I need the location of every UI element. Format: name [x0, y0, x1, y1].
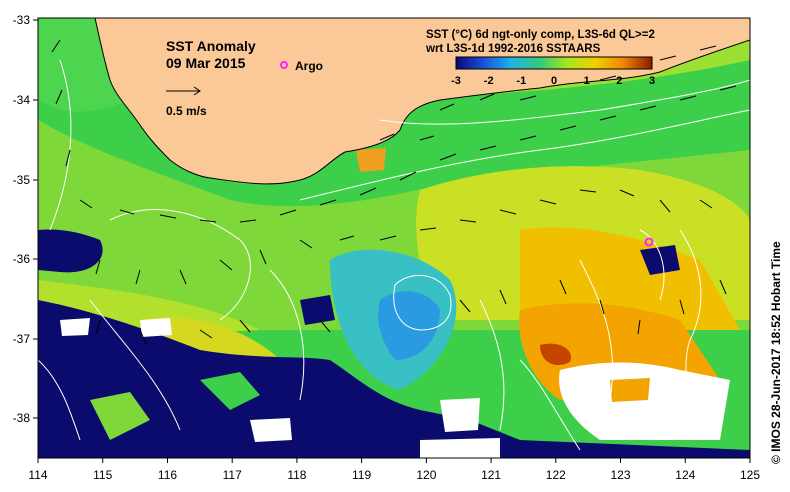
y-axis: -33 -34 -35 -36 -37 -38 — [13, 13, 31, 425]
y-tick-label: -36 — [13, 252, 31, 266]
cloud-mask — [38, 229, 750, 458]
y-tick-label: -33 — [13, 13, 31, 27]
credit-text: © IMOS 28-Jun-2017 18:52 Hobart Time — [769, 241, 783, 464]
y-tick-label: -34 — [13, 93, 31, 107]
arrow-right-icon — [193, 86, 201, 96]
x-tick-label: 116 — [158, 468, 177, 482]
colorbar-tick: -3 — [451, 75, 461, 87]
colorbar-tick: 2 — [616, 75, 622, 87]
velocity-scale-label: 0.5 m/s — [166, 104, 207, 118]
argo-float-marker — [644, 237, 654, 247]
climatology-reference: wrt L3S-1d 1992-2016 SSTAARS — [425, 43, 601, 55]
map-frame — [37, 17, 751, 459]
argo-legend-label: Argo — [295, 59, 323, 73]
colorbar-tick: -2 — [484, 75, 494, 87]
x-tick-label: 115 — [93, 468, 112, 482]
x-tick-label: 124 — [675, 468, 695, 482]
x-tick-label: 122 — [546, 468, 566, 482]
colorbar-tick: 1 — [584, 75, 590, 87]
y-tick-label: -37 — [13, 332, 31, 346]
map-area — [38, 18, 750, 458]
y-tick-label: -38 — [13, 411, 31, 425]
map-date: 09 Mar 2015 — [166, 55, 246, 71]
map-title: SST Anomaly — [166, 38, 256, 54]
product-description: SST (°C) 6d ngt-only comp, L3S-6d QL>=2 — [426, 29, 655, 41]
colorbar-tick: 0 — [551, 75, 557, 87]
x-tick-label: 118 — [287, 468, 306, 482]
x-tick-label: 119 — [352, 468, 371, 482]
argo-legend: Argo — [280, 59, 323, 73]
x-tick-label: 121 — [481, 468, 501, 482]
contour-lines — [38, 59, 750, 451]
x-tick-label: 114 — [28, 468, 47, 482]
colorbar-tick: -1 — [516, 75, 526, 87]
x-tick-label: 120 — [416, 468, 436, 482]
colorbar: -3 -2 -1 0 1 2 3 — [451, 56, 655, 87]
argo-legend-icon — [280, 61, 288, 69]
x-tick-label: 117 — [223, 468, 242, 482]
axis-tick-marks — [33, 19, 751, 463]
colorbar-tick: 3 — [649, 75, 655, 87]
y-tick-label: -35 — [13, 173, 31, 187]
x-axis: 114 115 116 117 118 119 120 121 122 123 … — [28, 468, 760, 482]
current-vectors — [51, 39, 737, 345]
velocity-scale: 0.5 m/s — [166, 86, 207, 118]
x-tick-label: 125 — [740, 468, 760, 482]
x-tick-label: 123 — [610, 468, 630, 482]
